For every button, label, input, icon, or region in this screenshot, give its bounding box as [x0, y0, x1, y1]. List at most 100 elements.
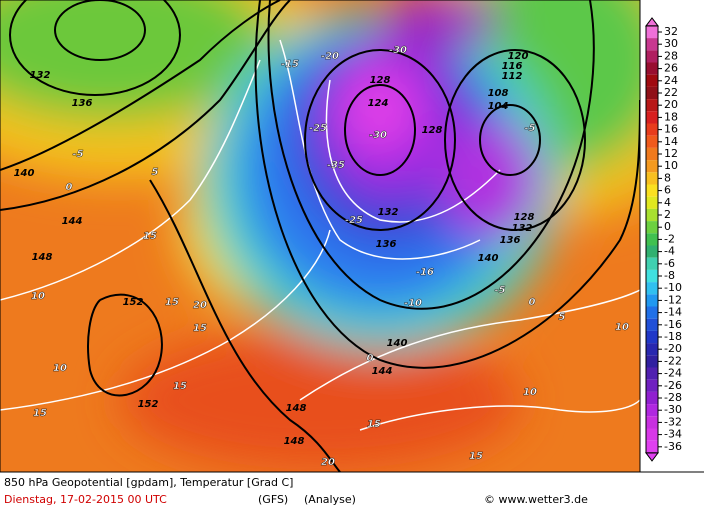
contour-label: 132 — [30, 70, 51, 81]
colorbar-cell — [646, 111, 658, 124]
colorbar-cell — [646, 147, 658, 161]
contour-label: 136 — [500, 235, 521, 246]
contour-label: 140 — [387, 338, 408, 349]
colorbar-frame — [645, 25, 659, 454]
contour-label: -15 — [281, 59, 299, 70]
colorbar-cell — [646, 221, 658, 234]
colorbar-label: 18 — [664, 110, 678, 123]
colorbar-cell — [646, 343, 658, 356]
colorbar-label: 16 — [664, 123, 678, 136]
contour-label: 0 — [66, 182, 73, 193]
colorbar-label: -6 — [664, 257, 675, 270]
contour-label: -35 — [327, 160, 345, 171]
colorbar-cell — [646, 391, 658, 405]
colorbar-label: 8 — [664, 171, 671, 184]
colorbar-label: 20 — [664, 98, 678, 111]
colorbar-label: -20 — [664, 342, 682, 355]
colorbar-cell — [646, 184, 658, 197]
contour-label: -5 — [494, 285, 505, 296]
colorbar-label: -24 — [664, 367, 682, 380]
contour-label: -30 — [369, 130, 387, 141]
contour-label: 15 — [367, 419, 381, 430]
contour-label: 0 — [529, 297, 536, 308]
footer-run: (Analyse) — [304, 493, 356, 506]
colorbar-cell — [646, 282, 658, 295]
colorbar-label: -32 — [664, 415, 682, 428]
contour-label: 148 — [284, 436, 305, 447]
colorbar-cell — [646, 257, 658, 270]
contour-label: 148 — [32, 252, 53, 263]
contour-label: 20 — [193, 300, 207, 311]
colorbar-label: 22 — [664, 86, 678, 99]
colorbar: 32302826242220181614121086420-2-4-6-8-10… — [645, 17, 682, 462]
colorbar-cell — [646, 440, 658, 453]
colorbar-cell — [646, 62, 658, 75]
colorbar-arrow-bottom — [645, 452, 659, 462]
colorbar-label: -2 — [664, 232, 675, 245]
contour-label: 140 — [14, 168, 35, 179]
contour-label: 10 — [53, 363, 67, 374]
colorbar-label: -30 — [664, 403, 682, 416]
colorbar-label: 10 — [664, 159, 678, 172]
colorbar-label: 12 — [664, 147, 678, 160]
colorbar-label: -14 — [664, 306, 682, 319]
contour-label: 104 — [488, 101, 509, 112]
contour-label: 5 — [152, 167, 159, 178]
colorbar-cell — [646, 196, 658, 209]
contour-label: 10 — [523, 387, 537, 398]
footer-title: 850 hPa Geopotential [gpdam], Temperatur… — [4, 476, 293, 489]
contour-label: 124 — [368, 98, 389, 109]
contour-label: 112 — [502, 71, 523, 82]
footer-credit: © www.wetter3.de — [484, 493, 588, 506]
colorbar-label: -36 — [664, 440, 682, 453]
colorbar-label: 28 — [664, 49, 678, 62]
colorbar-cell — [646, 172, 658, 185]
contour-label: 116 — [502, 61, 523, 72]
colorbar-cell — [646, 416, 658, 429]
contour-label: -30 — [389, 45, 407, 56]
contour-label: 152 — [123, 297, 144, 308]
contour-label: -25 — [345, 215, 363, 226]
contour-label: 148 — [286, 403, 307, 414]
contour-label: 5 — [559, 312, 566, 323]
contour-label: -16 — [416, 267, 434, 278]
isotherms — [0, 39, 640, 431]
contour-label: 15 — [143, 231, 157, 242]
colorbar-label: -12 — [664, 293, 682, 306]
geopotential-contours — [0, 0, 640, 472]
colorbar-arrow-top — [645, 17, 659, 27]
colorbar-cell — [646, 404, 658, 417]
colorbar-cell — [646, 86, 658, 100]
colorbar-label: 14 — [664, 135, 678, 148]
colorbar-label: 26 — [664, 62, 678, 75]
colorbar-label: -18 — [664, 330, 682, 343]
contour-label: 15 — [173, 381, 187, 392]
colorbar-cell — [646, 306, 658, 319]
colorbar-label: 0 — [664, 220, 671, 233]
contour-label: -25 — [309, 123, 327, 134]
colorbar-cell — [646, 135, 658, 148]
contour-label: -5 — [524, 123, 535, 134]
colorbar-cell — [646, 318, 658, 331]
colorbar-label: -34 — [664, 428, 682, 441]
contour-label: 15 — [33, 408, 47, 419]
footer-date: Dienstag, 17-02-2015 00 UTC — [4, 493, 167, 506]
colorbar-cell — [646, 367, 658, 380]
colorbar-cell — [646, 99, 658, 112]
contour-label: 15 — [165, 297, 179, 308]
contour-label: -5 — [72, 149, 83, 160]
colorbar-label: 32 — [664, 25, 678, 38]
contour-label: 140 — [478, 253, 499, 264]
contour-label: 152 — [138, 399, 159, 410]
colorbar-cell — [646, 38, 658, 51]
colorbar-cell — [646, 245, 658, 258]
contour-label: 136 — [376, 239, 397, 250]
map: 1321361401441481521521281241281321361401… — [0, 0, 640, 472]
contour-label: 132 — [512, 223, 533, 234]
colorbar-cell — [646, 355, 658, 368]
contour-label: 10 — [31, 291, 45, 302]
footer-model: (GFS) — [258, 493, 288, 506]
colorbar-label: -28 — [664, 391, 682, 404]
contour-label: 20 — [321, 457, 335, 468]
colorbar-label: -10 — [664, 281, 682, 294]
